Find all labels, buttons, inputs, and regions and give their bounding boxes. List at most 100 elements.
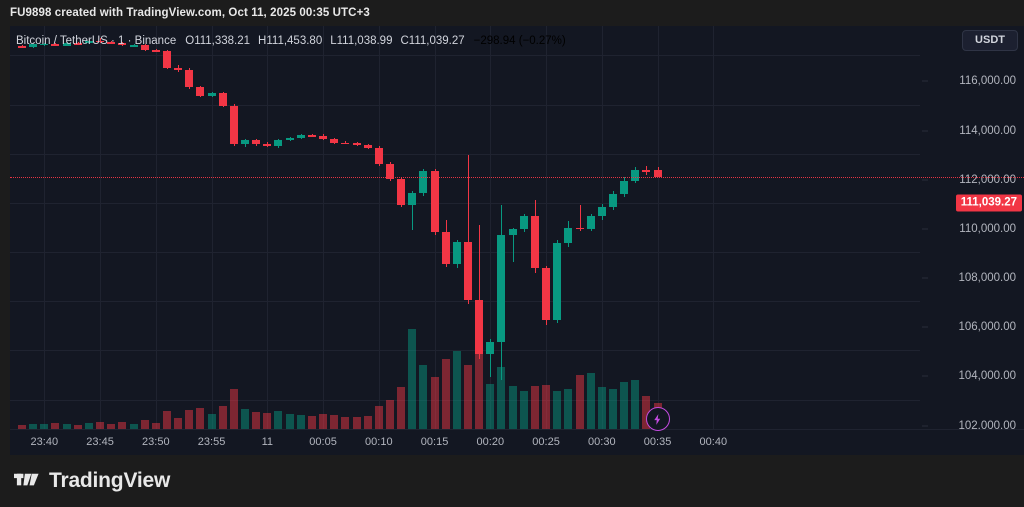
legend-change: −298.94 (−0.27%) (473, 35, 566, 47)
gridline-vertical (267, 26, 269, 429)
volume-bar (441, 359, 450, 429)
legend-symbol[interactable]: Bitcoin / TetherUS · 1 · Binance (16, 35, 177, 47)
volume-bar (118, 422, 127, 429)
candle-body (397, 179, 406, 205)
candle-body (307, 135, 316, 137)
candle-body (96, 40, 105, 43)
gridline-vertical (100, 26, 102, 429)
gridline-horizontal (10, 153, 1024, 155)
candle-body (274, 139, 283, 147)
price-tick (922, 375, 928, 377)
volume-bar (196, 408, 205, 429)
price-tick (922, 326, 928, 328)
volume-bar (29, 423, 38, 429)
candle-body (363, 145, 372, 148)
volume-bar (263, 413, 272, 429)
candle-body (419, 170, 428, 194)
candle-wick (100, 38, 102, 43)
volume-bar (397, 387, 406, 429)
volume-bar (129, 424, 138, 429)
volume-bar (542, 385, 551, 429)
volume-bar (631, 380, 640, 429)
gridline-horizontal (10, 399, 1024, 401)
chart-canvas[interactable]: Bitcoin / TetherUS · 1 · Binance O111,33… (10, 26, 1024, 455)
time-scale-label: 23:45 (86, 436, 114, 448)
volume-bar (475, 346, 484, 429)
volume-bar (140, 419, 149, 429)
candle-body (653, 170, 662, 178)
gridline-horizontal (10, 202, 1024, 204)
candle-body (62, 42, 71, 46)
price-scale-label: 108,000.00 (958, 272, 1016, 285)
volume-bar (419, 365, 428, 429)
candle-body (285, 138, 294, 140)
volume-bar (107, 423, 116, 429)
candle-body (140, 44, 149, 51)
volume-bar (553, 391, 562, 429)
price-tick (922, 179, 928, 181)
legend-close-value: 111,039.27 (408, 35, 465, 47)
time-scale-label: 00:25 (532, 436, 560, 448)
candle-wick (490, 339, 492, 378)
volume-bar (408, 329, 417, 429)
time-scale-label: 00:35 (643, 436, 672, 448)
candlestick-series (10, 26, 1024, 455)
gridline-vertical (323, 26, 325, 429)
price-scale-label: 112,000.00 (959, 173, 1016, 186)
currency-unit-badge[interactable]: USDT (962, 30, 1018, 51)
candle-body (642, 169, 651, 173)
time-scale[interactable]: 23:40 23:45 23:50 23:55 11 00:05 00:10 00:15 00:… (10, 429, 1024, 455)
gridline-vertical (155, 26, 157, 429)
candle-body (608, 194, 617, 207)
volume-bar (620, 382, 629, 429)
candle-body (508, 228, 517, 235)
volume-bar (575, 375, 584, 429)
candle-body (18, 46, 26, 48)
time-scale-label: 23:55 (197, 436, 226, 448)
time-scale-label: 00:05 (309, 436, 337, 448)
current-price-tag[interactable]: 111,039.27 (955, 194, 1022, 212)
candle-body (40, 43, 49, 46)
footer-branding: TradingView (0, 455, 1024, 507)
candle-body (129, 44, 138, 47)
volume-bar (519, 391, 528, 429)
legend-low-value: 111,038.99 (336, 35, 393, 47)
volume-bar (363, 416, 372, 429)
volume-bar (497, 367, 506, 429)
candle-body (519, 215, 528, 229)
lightning-bolt-icon[interactable] (645, 407, 670, 431)
volume-bar (385, 400, 394, 429)
candle-body (597, 206, 606, 217)
candle-body (530, 215, 539, 269)
volume-bar (486, 384, 495, 429)
candle-body (252, 140, 261, 145)
legend-close: C111,039.27 (400, 35, 465, 47)
volume-bar (530, 386, 539, 429)
time-scale-label: 00:40 (699, 436, 728, 448)
candle-wick (468, 155, 469, 304)
volume-bar (62, 424, 71, 429)
candle-body (151, 50, 160, 52)
candle-body (631, 169, 640, 181)
price-scale-label: 110,000.00 (959, 222, 1016, 235)
candle-body (486, 341, 495, 355)
volume-bar (341, 417, 350, 429)
candle-body (385, 164, 394, 180)
time-scale-label: 00:30 (588, 436, 616, 448)
volume-bar (174, 418, 183, 429)
price-scale[interactable]: USDT 102,000.00 104,000.00 106,000.00 108,0… (920, 26, 1024, 455)
gridline-vertical (713, 26, 715, 429)
time-scale-label: 11 (261, 436, 274, 448)
price-scale-label: 106,000.00 (958, 321, 1016, 334)
candle-body (196, 87, 205, 97)
legend-open-value: 111,338.21 (194, 35, 251, 47)
volume-bar (40, 424, 49, 429)
volume-bar (319, 413, 328, 429)
price-tick (922, 130, 928, 132)
candle-body (575, 227, 584, 230)
price-tick (922, 228, 928, 230)
candle-body (218, 92, 227, 106)
price-tick (922, 425, 928, 426)
candle-body (73, 42, 82, 45)
